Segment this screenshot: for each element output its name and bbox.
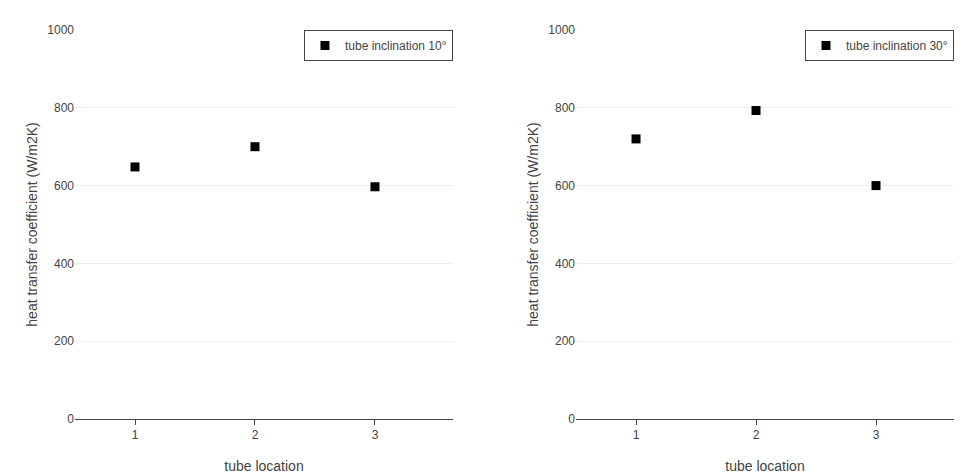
svg-text:400: 400 <box>555 257 575 271</box>
svg-text:1: 1 <box>633 428 640 442</box>
svg-text:tube location: tube location <box>725 458 804 474</box>
svg-text:3: 3 <box>873 428 880 442</box>
svg-text:800: 800 <box>555 101 575 115</box>
svg-text:heat transfer coefficient (W/m: heat transfer coefficient (W/m2K) <box>24 122 40 326</box>
svg-text:heat transfer coefficient (W/m: heat transfer coefficient (W/m2K) <box>525 122 541 326</box>
svg-text:1000: 1000 <box>548 23 575 37</box>
svg-text:200: 200 <box>54 334 74 348</box>
svg-text:tube inclination 30°: tube inclination 30° <box>846 39 948 53</box>
svg-text:0: 0 <box>67 412 74 426</box>
svg-text:600: 600 <box>555 179 575 193</box>
svg-text:2: 2 <box>252 428 259 442</box>
svg-text:0: 0 <box>568 412 575 426</box>
svg-text:600: 600 <box>54 179 74 193</box>
svg-text:400: 400 <box>54 257 74 271</box>
svg-text:200: 200 <box>555 334 575 348</box>
svg-text:800: 800 <box>54 101 74 115</box>
svg-text:3: 3 <box>372 428 379 442</box>
svg-text:1000: 1000 <box>47 23 74 37</box>
svg-text:tube inclination 10°: tube inclination 10° <box>345 39 447 53</box>
svg-text:tube location: tube location <box>224 458 303 474</box>
svg-text:2: 2 <box>753 428 760 442</box>
svg-text:1: 1 <box>132 428 139 442</box>
